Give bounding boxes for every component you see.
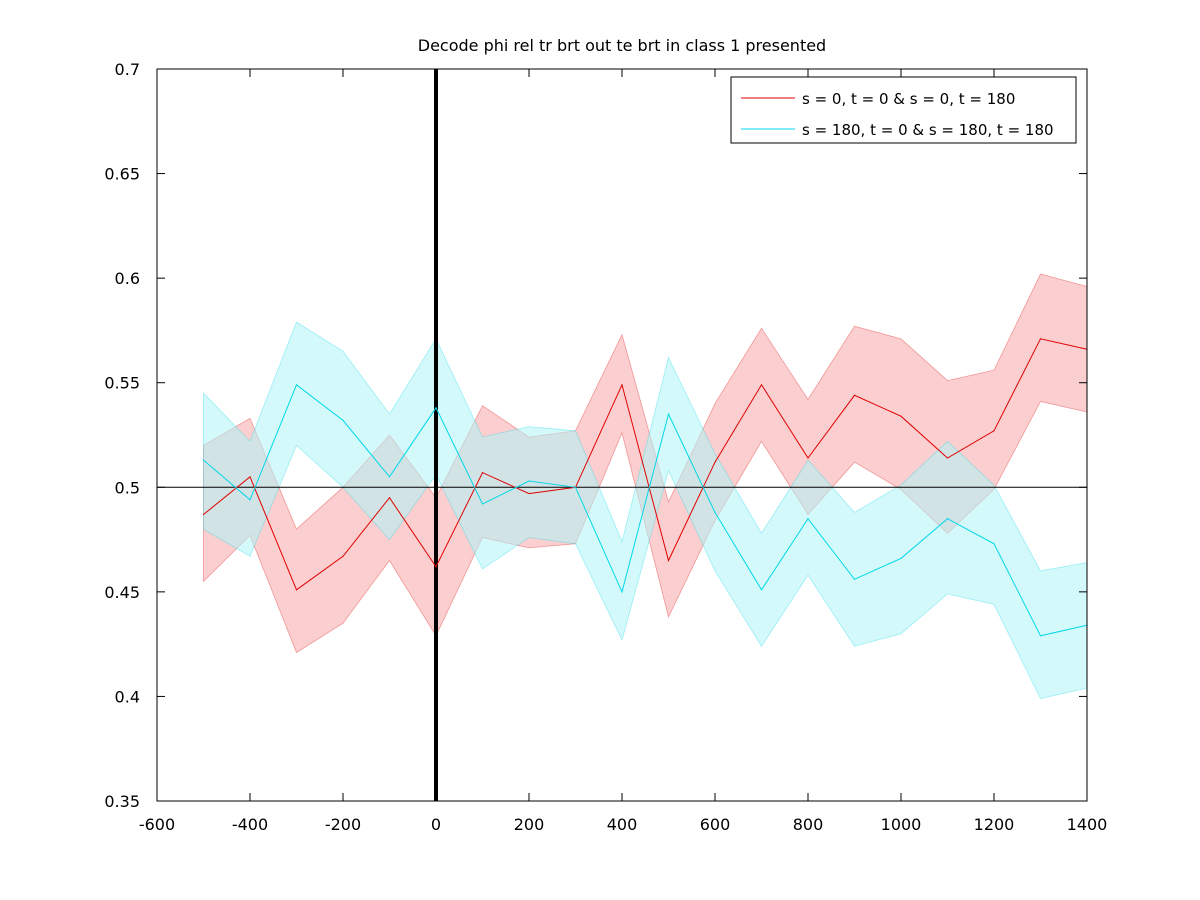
data-point (435, 566, 437, 568)
data-point (1039, 635, 1042, 637)
data-point (249, 476, 251, 478)
data-point (900, 557, 902, 559)
series-line-2 (203, 384, 1088, 637)
data-point (760, 589, 763, 591)
data-point (807, 457, 809, 459)
y-tick-label: 0.5 (115, 478, 140, 497)
data-point (853, 394, 856, 396)
x-tick-label: 600 (700, 815, 731, 834)
data-point (435, 407, 437, 409)
series-line-1 (203, 338, 1088, 591)
data-point (388, 497, 391, 499)
y-tick-label: 0.7 (115, 60, 140, 79)
series-lines (202, 338, 1088, 637)
x-tick-label: -400 (232, 815, 268, 834)
y-tick-label: 0.4 (115, 687, 140, 706)
chart-title: Decode phi rel tr brt out te brt in clas… (418, 36, 826, 55)
data-point (900, 415, 902, 417)
y-tick-label: 0.55 (104, 374, 140, 393)
data-point (528, 480, 530, 482)
data-point (1039, 338, 1042, 340)
data-point (993, 543, 995, 545)
data-point (388, 476, 391, 478)
data-point (295, 384, 298, 386)
axis-ticks: -600 -400 -200 0 200 400 600 800 1000 1200 1400 0.3… (104, 60, 1107, 834)
x-tick-label: -600 (139, 815, 175, 834)
data-point (295, 589, 298, 591)
reference-lines (157, 69, 1087, 801)
x-tick-label: 800 (793, 815, 824, 834)
data-point (993, 430, 995, 432)
y-tick-label: 0.45 (104, 583, 140, 602)
legend-box (730, 76, 1077, 144)
data-point (528, 492, 530, 495)
data-point (946, 457, 949, 459)
data-point (714, 461, 716, 463)
x-tick-label: 1000 (881, 815, 922, 834)
legend-label-1: s = 0, t = 0 & s = 0, t = 180 (802, 90, 1015, 108)
x-tick-label: 200 (514, 815, 545, 834)
data-point (853, 578, 856, 580)
data-point (807, 518, 809, 520)
data-point (342, 555, 344, 557)
data-point (621, 384, 623, 386)
data-point (202, 459, 205, 461)
data-point (760, 384, 763, 386)
x-tick-label: 1200 (974, 815, 1015, 834)
x-tick-label: 400 (607, 815, 638, 834)
data-point (714, 511, 716, 513)
x-tick-label: 0 (431, 815, 441, 834)
legend: s = 0, t = 0 & s = 0, t = 180 s = 180, t … (730, 76, 1077, 144)
data-point (481, 503, 484, 505)
data-point (574, 486, 577, 488)
x-tick-label: -200 (325, 815, 361, 834)
y-tick-label: 0.65 (104, 165, 140, 184)
data-point (202, 513, 205, 516)
x-tick-label: 1400 (1067, 815, 1108, 834)
y-tick-label: 0.6 (115, 269, 140, 288)
data-point (621, 591, 623, 593)
data-point (481, 472, 484, 474)
y-tick-label: 0.35 (104, 792, 140, 811)
data-point (249, 499, 251, 501)
data-point (667, 413, 670, 415)
data-point (342, 419, 344, 421)
data-point (946, 518, 949, 520)
data-point (667, 559, 670, 562)
legend-label-2: s = 180, t = 0 & s = 180, t = 180 (802, 121, 1054, 139)
